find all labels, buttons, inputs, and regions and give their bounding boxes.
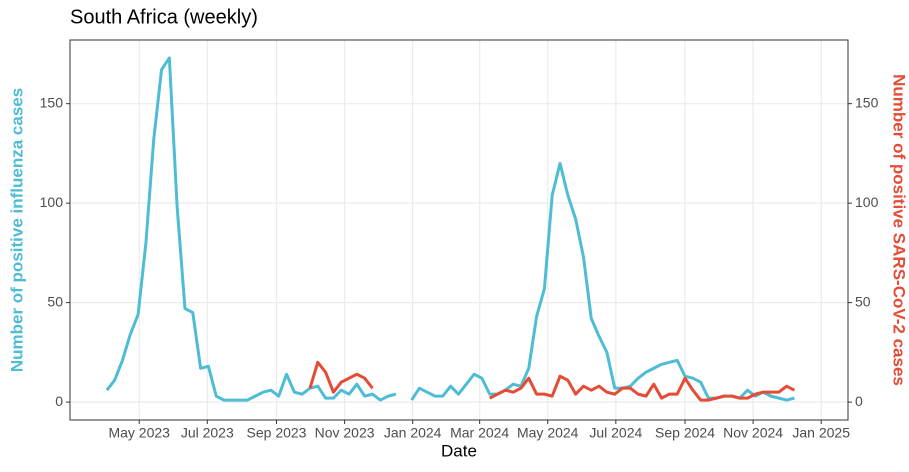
x-tick-label: Jan 2024 [384,425,442,441]
x-tick-label: May 2023 [108,425,170,441]
y-axis-label: Number of positive influenza cases [7,88,26,372]
y2-tick-label: 100 [855,194,879,210]
y2-axis-label: Number of positive SARS-CoV-2 cases [890,74,909,386]
x-tick-label: Mar 2024 [450,425,509,441]
series-line [308,360,796,402]
x-axis-label: Date [441,441,477,460]
plot-border [69,39,849,421]
y-tick-label: 100 [40,194,64,210]
y2-tick-label: 0 [855,393,863,409]
x-tick-label: May 2024 [517,425,579,441]
x-tick-label: Jan 2025 [792,425,850,441]
y2-tick-label: 150 [855,94,879,110]
y-tick-label: 50 [47,293,63,309]
x-tick-label: Sep 2023 [247,425,307,441]
x-tick-label: Jul 2024 [589,425,642,441]
x-tick-label: Sep 2024 [655,425,715,441]
x-tick-label: Jul 2023 [181,425,234,441]
chart-title: South Africa (weekly) [70,6,258,28]
y-tick-label: 0 [55,393,63,409]
y2-tick-label: 50 [855,293,871,309]
x-tick-label: Nov 2024 [723,425,783,441]
y-tick-label: 150 [40,94,64,110]
x-tick-label: Nov 2023 [315,425,375,441]
plot-background [70,40,848,420]
